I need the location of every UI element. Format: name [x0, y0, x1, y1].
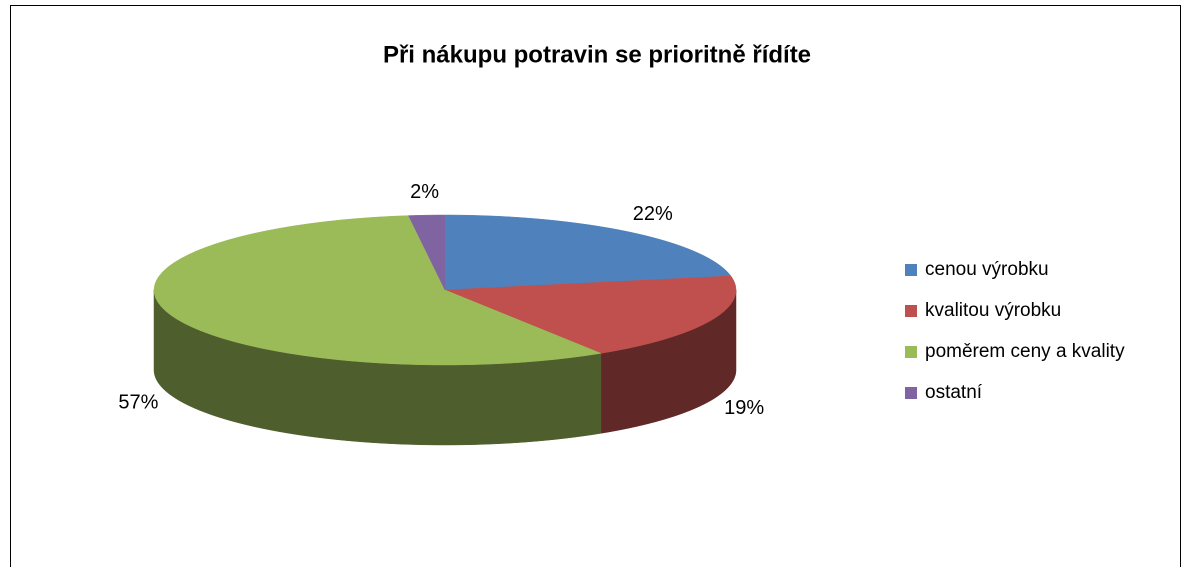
data-label: 57% [118, 391, 158, 413]
slice [408, 214, 446, 291]
chart-title: Při nákupu potravin se prioritně řídíte [383, 41, 811, 68]
legend-label: cenou výrobku [925, 259, 1049, 280]
slice [444, 275, 737, 354]
slice [153, 215, 602, 366]
legend-swatch [905, 264, 917, 276]
data-label: 22% [633, 203, 673, 225]
data-label: 19% [724, 397, 764, 419]
legend-label: poměrem ceny a kvality [925, 341, 1125, 362]
legend-label: ostatní [925, 382, 983, 403]
legend-label: kvalitou výrobku [925, 300, 1061, 321]
data-label: 2% [410, 181, 439, 203]
legend-swatch [905, 346, 917, 358]
legend-swatch [905, 305, 917, 317]
legend-swatch [905, 387, 917, 399]
slice [444, 214, 732, 291]
